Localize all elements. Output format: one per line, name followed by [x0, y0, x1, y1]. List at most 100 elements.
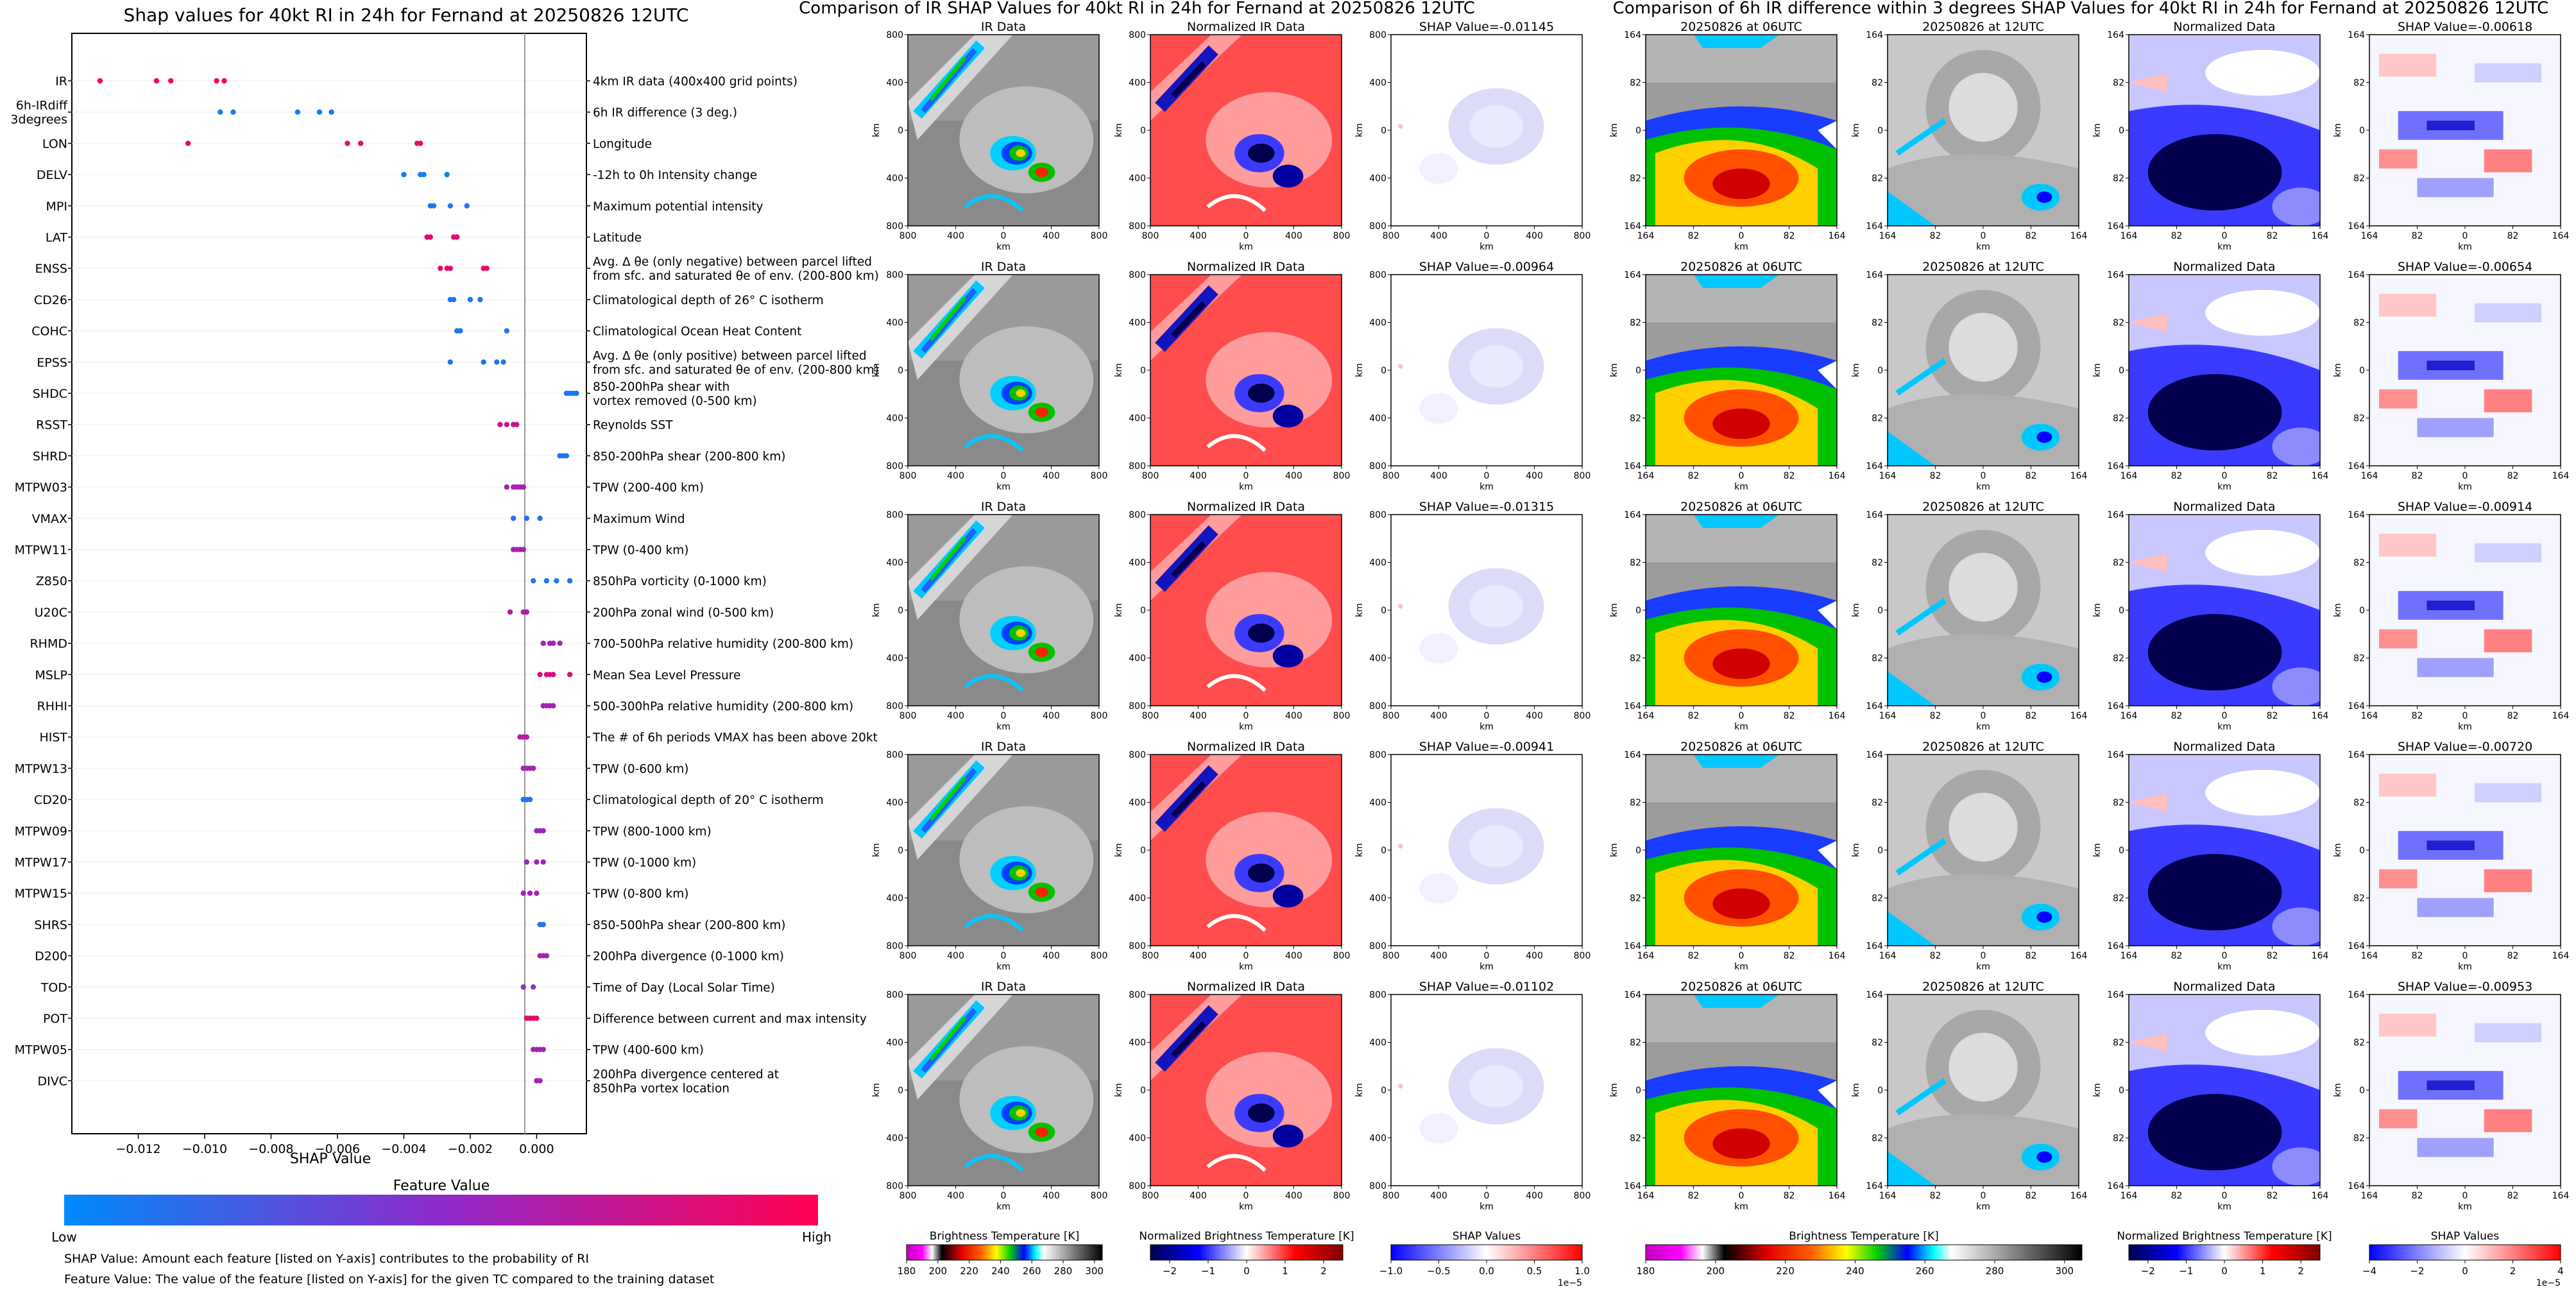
y-axis-label: km	[1354, 603, 1365, 617]
y-tick-label: 164	[1866, 1181, 1883, 1191]
ir-06utc-image	[1646, 35, 1837, 226]
shap-point	[481, 359, 486, 365]
shap-point	[540, 921, 546, 928]
shap-point	[497, 422, 503, 427]
y-tick-label: 82	[1630, 1134, 1641, 1144]
x-tick-label: −0.008	[248, 1142, 293, 1156]
x-tick-label: 400	[1285, 471, 1302, 481]
x-tick-label: 800	[900, 1191, 917, 1201]
x-tick-label: 400	[1043, 711, 1060, 721]
x-tick-label: 800	[1142, 711, 1159, 721]
shap-point	[540, 859, 546, 865]
colorbar-tick-label: 280	[1054, 1265, 1073, 1277]
x-tick-label: 0	[1484, 951, 1490, 961]
x-tick-label: 82	[2171, 1191, 2183, 1201]
x-tick-label: 800	[1333, 231, 1351, 241]
y-tick-label: 82	[2113, 798, 2124, 808]
x-tick-label: 82	[1930, 1191, 1941, 1201]
x-tick-label: 82	[2026, 1191, 2037, 1201]
x-tick-label: 0	[1484, 711, 1490, 721]
y-tick-label: 82	[2113, 318, 2124, 329]
colorbar-tick-label: 1	[2260, 1265, 2266, 1277]
y-tick-label: 400	[1129, 174, 1146, 184]
feature-description-label: -12h to 0h Intensity change	[593, 169, 757, 182]
y-tick-label: 400	[1129, 1038, 1146, 1048]
x-tick-label: 164	[2552, 711, 2570, 721]
subplot-title: IR Data	[981, 260, 1026, 274]
x-tick-label: 400	[1285, 231, 1302, 241]
feature-description-label: 700-500hPa relative humidity (200-800 km…	[593, 638, 853, 651]
x-tick-label: 800	[1383, 471, 1400, 481]
y-tick-label: 164	[2348, 461, 2365, 472]
x-tick-label: 164	[1637, 231, 1655, 241]
feature-description-label: 500-300hPa relative humidity (200-800 km…	[593, 700, 853, 713]
y-axis-label: km	[1114, 603, 1124, 617]
y-tick-label: 800	[886, 461, 903, 472]
y-axis-label: km	[1609, 843, 1619, 857]
x-tick-label: 82	[2026, 471, 2037, 481]
feature-description-label: Reynolds SST	[593, 419, 673, 432]
x-tick-label: 82	[1930, 951, 1941, 961]
y-tick-label: 82	[2113, 654, 2124, 664]
feature-description-label: 6h IR difference (3 deg.)	[593, 107, 737, 120]
x-tick-label: 164	[2120, 1191, 2138, 1201]
y-tick-label: 0	[2359, 366, 2365, 376]
normalized-ir-data-image	[1150, 515, 1342, 706]
y-tick-label: 82	[2113, 558, 2124, 568]
x-tick-label: 800	[1383, 231, 1400, 241]
y-tick-label: 400	[1129, 798, 1146, 808]
subplot-title: 20250826 at 12UTC	[1922, 500, 2044, 514]
feature-name-label: RSST	[36, 418, 67, 432]
feature-description-label: The # of 6h periods VMAX has been above …	[592, 731, 878, 745]
x-tick-label: 800	[1574, 471, 1591, 481]
colorbar-tick-label: 260	[1916, 1265, 1934, 1277]
x-tick-label: 82	[2267, 471, 2278, 481]
x-tick-label: −0.010	[182, 1142, 227, 1156]
y-tick-label: 400	[1129, 558, 1146, 568]
subplot-title: SHAP Value=-0.00953	[2398, 980, 2532, 994]
x-tick-label: 0	[1484, 231, 1490, 241]
y-tick-label: 82	[2353, 174, 2365, 184]
y-tick-label: 0	[898, 1086, 903, 1096]
shap-point	[218, 109, 223, 115]
x-axis-label: km	[2217, 242, 2231, 252]
y-tick-label: 82	[1872, 174, 1883, 184]
colorbar-tick-label: −2	[2410, 1265, 2424, 1277]
x-tick-label: 0	[1739, 471, 1744, 481]
feature-name-label: LON	[42, 137, 67, 151]
x-tick-label: 0	[1243, 711, 1249, 721]
y-axis-label: km	[1851, 363, 1861, 377]
x-tick-label: 164	[2552, 231, 2570, 241]
y-tick-label: 164	[1624, 701, 1641, 712]
x-tick-label: 82	[2171, 951, 2183, 961]
x-tick-label: 0	[1981, 1191, 1986, 1201]
x-tick-label: 164	[2361, 1191, 2378, 1201]
colorbar-label: Brightness Temperature [K]	[930, 1230, 1079, 1243]
x-tick-label: 82	[1784, 231, 1795, 241]
y-axis-label: km	[1609, 363, 1619, 377]
shap-point	[447, 203, 454, 209]
x-tick-label: 0	[2462, 1191, 2468, 1201]
y-tick-label: 82	[1630, 894, 1641, 904]
y-axis-label: km	[871, 843, 882, 857]
x-axis-label: km	[996, 962, 1011, 972]
colorbar-high-label: High	[802, 1229, 832, 1245]
y-tick-label: 82	[2113, 894, 2124, 904]
colorbar-tick-label: 2	[2298, 1265, 2304, 1277]
shap-point	[563, 453, 570, 459]
x-tick-label: 400	[1526, 471, 1543, 481]
y-tick-label: 0	[2119, 1086, 2124, 1096]
x-tick-label: 400	[947, 471, 964, 481]
y-tick-label: 400	[886, 798, 903, 808]
shap-point	[427, 234, 434, 240]
feature-description-label: 850hPa vorticity (0-1000 km)	[593, 575, 767, 588]
subplot-title: 20250826 at 06UTC	[1680, 20, 1802, 34]
